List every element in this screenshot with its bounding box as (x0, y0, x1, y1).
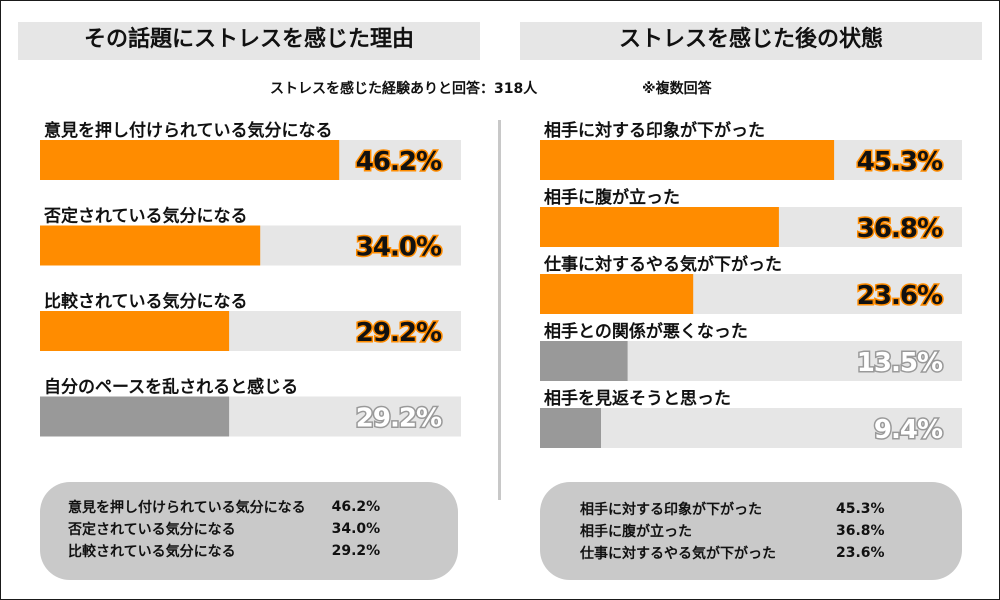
summary-value: 34.0% (331, 521, 381, 537)
bar-category-label: 相手に腹が立った (544, 187, 680, 208)
bar-category-label: 否定されている気分になる (43, 206, 248, 227)
summary-label: 否定されている気分になる (68, 522, 236, 538)
bar-value-label: 9.4% (874, 415, 943, 445)
bar-value-label: 23.6% (857, 281, 943, 311)
summary-row: 仕事に対するやる気が下がった 23.6% (580, 542, 885, 564)
bar-value-label: 34.0% (356, 233, 442, 263)
bar (40, 396, 230, 437)
multiple-answer-note: ※複数回答 (642, 81, 712, 97)
summary-row: 比較されている気分になる 29.2% (68, 540, 380, 562)
bar-category-label: 比較されている気分になる (44, 291, 248, 312)
bar-category-label: 自分のペースを乱されると感じる (44, 377, 298, 398)
panel-divider (498, 120, 501, 500)
summary-value: 36.8% (836, 523, 885, 539)
bar-category-label: 相手を見返そうと思った (544, 388, 731, 409)
respondent-count-subtitle: ストレスを感じた経験ありと回答：318人 (270, 81, 538, 97)
summary-label: 意見を押し付けられている気分になる (68, 500, 306, 516)
bar (40, 140, 340, 180)
left-summary-box: 意見を押し付けられている気分になる 46.2% 否定されている気分になる 34.… (40, 482, 458, 580)
summary-value: 23.6% (836, 545, 885, 561)
summary-value: 46.2% (331, 499, 381, 515)
bar-value-label: 29.2% (356, 318, 442, 348)
bar-category-label: 意見を押し付けられている気分になる (44, 120, 333, 141)
summary-row: 否定されている気分になる 34.0% (68, 518, 380, 540)
right-chart-title: ストレスを感じた後の状態 (520, 22, 982, 60)
bar-value-label: 13.5% (857, 348, 943, 378)
bar (540, 140, 835, 180)
summary-value: 29.2% (331, 543, 381, 559)
bar (540, 408, 601, 448)
summary-value: 45.3% (836, 501, 885, 517)
bar-category-label: 仕事に対するやる気が下がった (543, 254, 782, 275)
bar (40, 225, 261, 266)
bar-value-label: 36.8% (857, 214, 943, 244)
bar (540, 274, 694, 314)
left-summary-table: 意見を押し付けられている気分になる 46.2% 否定されている気分になる 34.… (68, 496, 380, 562)
bar-track (540, 408, 962, 448)
bar (540, 341, 628, 381)
bar-category-label: 相手との関係が悪くなった (544, 321, 748, 342)
bar-value-label: 29.2% (356, 404, 442, 434)
summary-label: 相手に腹が立った (580, 524, 692, 540)
summary-label: 相手に対する印象が下がった (580, 502, 762, 518)
bar (40, 311, 230, 351)
bar-value-label: 46.2% (356, 147, 442, 177)
left-chart-title: その話題にストレスを感じた理由 (18, 22, 480, 60)
summary-label: 仕事に対するやる気が下がった (580, 546, 776, 562)
right-summary-box: 相手に対する印象が下がった 45.3% 相手に腹が立った 36.8% 仕事に対す… (540, 482, 962, 580)
right-summary-table: 相手に対する印象が下がった 45.3% 相手に腹が立った 36.8% 仕事に対す… (580, 498, 885, 564)
bar (540, 207, 779, 247)
summary-row: 相手に腹が立った 36.8% (580, 520, 885, 542)
bar-category-label: 相手に対する印象が下がった (544, 120, 765, 141)
summary-row: 意見を押し付けられている気分になる 46.2% (68, 496, 380, 518)
bar-value-label: 45.3% (857, 147, 943, 177)
summary-row: 相手に対する印象が下がった 45.3% (580, 498, 885, 520)
summary-label: 比較されている気分になる (68, 544, 236, 560)
